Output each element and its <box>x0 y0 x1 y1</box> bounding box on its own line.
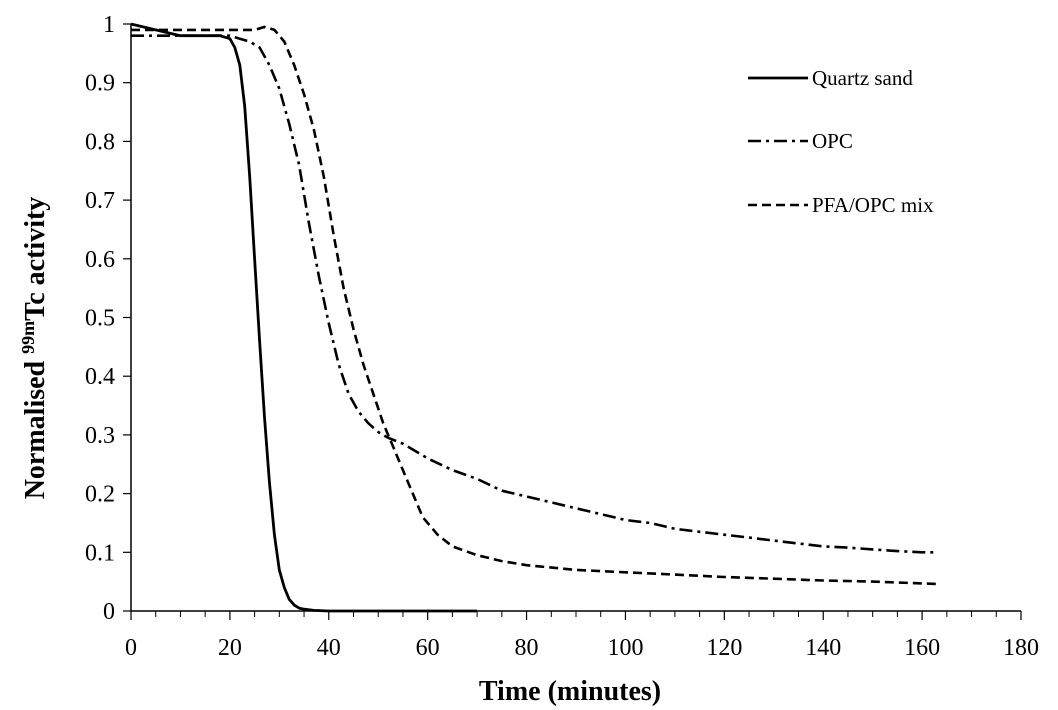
axes <box>130 24 1021 612</box>
x-tick-label: 80 <box>515 635 539 661</box>
x-ticks: 0 20 40 60 80 100 120 140 160 180 <box>125 611 1039 661</box>
x-tick-label: 100 <box>607 635 643 661</box>
y-tick-label: 0.5 <box>85 306 115 332</box>
x-minor-ticks <box>155 611 997 617</box>
x-tick-label: 40 <box>317 635 341 661</box>
y-axis-title-suffix: Tc activity <box>20 197 51 321</box>
y-tick-label: 0.6 <box>85 247 115 273</box>
y-ticks: 0 0.1 0.2 0.3 0.4 0.5 0.6 0.7 0.8 0.9 1 <box>85 12 131 625</box>
y-tick-label: 0.1 <box>85 540 115 566</box>
x-tick-label: 120 <box>706 635 742 661</box>
y-axis-title: Normalised 99mTc activity <box>18 197 51 500</box>
x-axis-title: Time (minutes) <box>479 676 661 707</box>
legend-label-quartz-sand: Quartz sand <box>812 66 913 90</box>
x-tick-label: 180 <box>1003 635 1039 661</box>
y-axis-title-prefix: Normalised <box>20 354 51 499</box>
series-line-opc <box>131 34 937 554</box>
y-tick-label: 0.2 <box>85 482 115 508</box>
y-tick-label: 0.7 <box>85 188 115 214</box>
y-tick-label: 0 <box>103 599 115 625</box>
y-axis-title-superscript: 99m <box>18 321 38 354</box>
y-tick-label: 0.9 <box>85 71 115 97</box>
y-tick-label: 1 <box>103 12 115 38</box>
y-tick-label: 0.3 <box>85 423 115 449</box>
series-line-quartz-sand <box>130 22 478 613</box>
x-tick-label: 160 <box>904 635 940 661</box>
y-tick-label: 0.8 <box>85 129 115 155</box>
x-tick-label: 20 <box>218 635 242 661</box>
x-tick-label: 60 <box>416 635 440 661</box>
series-line-pfa-opc-mix <box>131 25 937 586</box>
legend-label-opc: OPC <box>812 129 853 153</box>
x-tick-label: 0 <box>125 635 137 661</box>
y-tick-label: 0.4 <box>85 364 115 390</box>
x-tick-label: 140 <box>805 635 841 661</box>
legend-label-pfa-opc-mix: PFA/OPC mix <box>812 193 934 217</box>
legend: Quartz sand OPC PFA/OPC mix <box>748 66 934 217</box>
series-group <box>130 22 937 613</box>
